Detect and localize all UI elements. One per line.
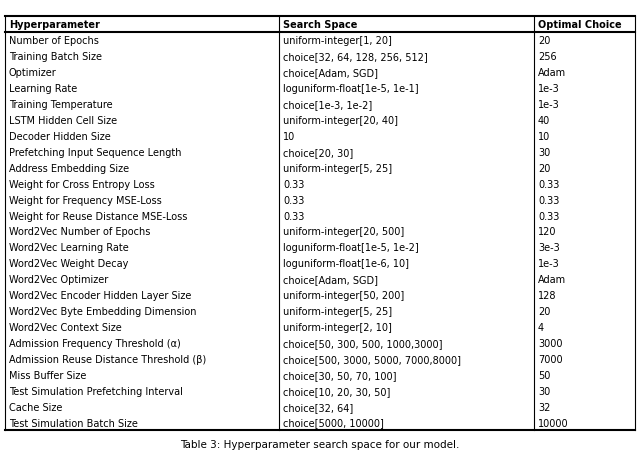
Text: Admission Reuse Distance Threshold (β): Admission Reuse Distance Threshold (β)	[9, 354, 206, 364]
Text: uniform-integer[1, 20]: uniform-integer[1, 20]	[283, 36, 392, 46]
Text: Admission Frequency Threshold (α): Admission Frequency Threshold (α)	[9, 338, 180, 348]
Text: choice[Adam, SGD]: choice[Adam, SGD]	[283, 68, 378, 78]
Text: Word2Vec Weight Decay: Word2Vec Weight Decay	[9, 259, 129, 269]
Text: 20: 20	[538, 163, 550, 174]
Text: uniform-integer[20, 500]: uniform-integer[20, 500]	[283, 227, 404, 237]
Text: choice[10, 20, 30, 50]: choice[10, 20, 30, 50]	[283, 386, 390, 396]
Text: Word2Vec Context Size: Word2Vec Context Size	[9, 322, 122, 332]
Text: choice[1e-3, 1e-2]: choice[1e-3, 1e-2]	[283, 100, 372, 110]
Text: loguniform-float[1e-6, 10]: loguniform-float[1e-6, 10]	[283, 259, 409, 269]
Text: choice[Adam, SGD]: choice[Adam, SGD]	[283, 274, 378, 285]
Text: Word2Vec Encoder Hidden Layer Size: Word2Vec Encoder Hidden Layer Size	[9, 291, 191, 301]
Text: uniform-integer[5, 25]: uniform-integer[5, 25]	[283, 163, 392, 174]
Text: Adam: Adam	[538, 68, 566, 78]
Text: 0.33: 0.33	[283, 195, 304, 205]
Text: 20: 20	[538, 307, 550, 316]
Text: Test Simulation Batch Size: Test Simulation Batch Size	[9, 418, 138, 428]
Text: Weight for Frequency MSE-Loss: Weight for Frequency MSE-Loss	[9, 195, 162, 205]
Text: Miss Buffer Size: Miss Buffer Size	[9, 370, 86, 380]
Text: Search Space: Search Space	[283, 20, 357, 30]
Text: uniform-integer[2, 10]: uniform-integer[2, 10]	[283, 322, 392, 332]
Text: 40: 40	[538, 116, 550, 126]
Text: choice[5000, 10000]: choice[5000, 10000]	[283, 418, 384, 428]
Text: Optimal Choice: Optimal Choice	[538, 20, 621, 30]
Text: 0.33: 0.33	[538, 195, 559, 205]
Text: Training Temperature: Training Temperature	[9, 100, 113, 110]
Text: choice[500, 3000, 5000, 7000,8000]: choice[500, 3000, 5000, 7000,8000]	[283, 354, 461, 364]
Text: 3000: 3000	[538, 338, 563, 348]
Text: Word2Vec Learning Rate: Word2Vec Learning Rate	[9, 243, 129, 253]
Text: Prefetching Input Sequence Length: Prefetching Input Sequence Length	[9, 147, 182, 157]
Text: Optimizer: Optimizer	[9, 68, 57, 78]
Text: Word2Vec Byte Embedding Dimension: Word2Vec Byte Embedding Dimension	[9, 307, 196, 316]
Text: 4: 4	[538, 322, 544, 332]
Text: choice[32, 64]: choice[32, 64]	[283, 402, 353, 412]
Text: Address Embedding Size: Address Embedding Size	[9, 163, 129, 174]
Text: Test Simulation Prefetching Interval: Test Simulation Prefetching Interval	[9, 386, 183, 396]
Text: choice[32, 64, 128, 256, 512]: choice[32, 64, 128, 256, 512]	[283, 52, 428, 62]
Text: Adam: Adam	[538, 274, 566, 285]
Text: 50: 50	[538, 370, 550, 380]
Text: Word2Vec Number of Epochs: Word2Vec Number of Epochs	[9, 227, 150, 237]
Text: choice[50, 300, 500, 1000,3000]: choice[50, 300, 500, 1000,3000]	[283, 338, 442, 348]
Text: Hyperparameter: Hyperparameter	[9, 20, 100, 30]
Text: Learning Rate: Learning Rate	[9, 84, 77, 94]
Text: uniform-integer[20, 40]: uniform-integer[20, 40]	[283, 116, 398, 126]
Text: 30: 30	[538, 147, 550, 157]
Text: 0.33: 0.33	[283, 211, 304, 221]
Text: Weight for Reuse Distance MSE-Loss: Weight for Reuse Distance MSE-Loss	[9, 211, 188, 221]
Text: 0.33: 0.33	[538, 211, 559, 221]
Text: 1e-3: 1e-3	[538, 100, 560, 110]
Text: 20: 20	[538, 36, 550, 46]
Text: Decoder Hidden Size: Decoder Hidden Size	[9, 132, 111, 141]
Text: Number of Epochs: Number of Epochs	[9, 36, 99, 46]
Text: LSTM Hidden Cell Size: LSTM Hidden Cell Size	[9, 116, 117, 126]
Text: 1e-3: 1e-3	[538, 259, 560, 269]
Text: 256: 256	[538, 52, 557, 62]
Text: Word2Vec Optimizer: Word2Vec Optimizer	[9, 274, 108, 285]
Text: Weight for Cross Entropy Loss: Weight for Cross Entropy Loss	[9, 179, 155, 189]
Text: 7000: 7000	[538, 354, 563, 364]
Text: uniform-integer[5, 25]: uniform-integer[5, 25]	[283, 307, 392, 316]
Text: Training Batch Size: Training Batch Size	[9, 52, 102, 62]
Text: 10: 10	[283, 132, 295, 141]
Text: Cache Size: Cache Size	[9, 402, 62, 412]
Text: 128: 128	[538, 291, 556, 301]
Text: 120: 120	[538, 227, 556, 237]
Text: loguniform-float[1e-5, 1e-2]: loguniform-float[1e-5, 1e-2]	[283, 243, 419, 253]
Text: 1e-3: 1e-3	[538, 84, 560, 94]
Text: Table 3: Hyperparameter search space for our model.: Table 3: Hyperparameter search space for…	[180, 439, 460, 449]
Text: 10: 10	[538, 132, 550, 141]
Text: choice[20, 30]: choice[20, 30]	[283, 147, 353, 157]
Text: 3e-3: 3e-3	[538, 243, 560, 253]
Text: uniform-integer[50, 200]: uniform-integer[50, 200]	[283, 291, 404, 301]
Text: 0.33: 0.33	[283, 179, 304, 189]
Text: choice[30, 50, 70, 100]: choice[30, 50, 70, 100]	[283, 370, 396, 380]
Text: 0.33: 0.33	[538, 179, 559, 189]
Text: 10000: 10000	[538, 418, 568, 428]
Text: loguniform-float[1e-5, 1e-1]: loguniform-float[1e-5, 1e-1]	[283, 84, 419, 94]
Text: 32: 32	[538, 402, 550, 412]
Text: 30: 30	[538, 386, 550, 396]
